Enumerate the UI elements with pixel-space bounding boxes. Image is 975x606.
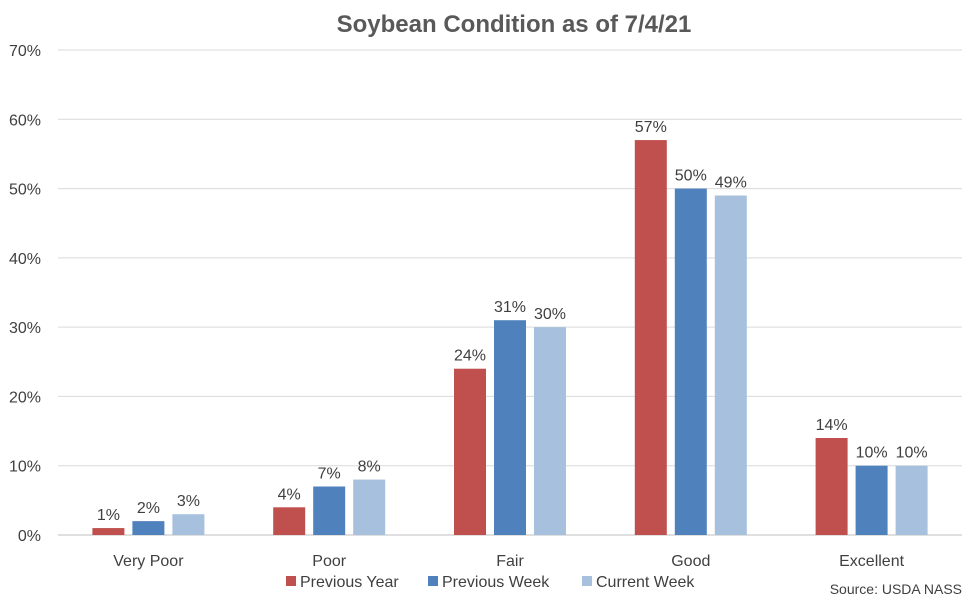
bar [895, 465, 928, 535]
bar [815, 438, 848, 535]
data-label: 49% [715, 175, 747, 192]
bar [494, 320, 526, 535]
bar [273, 507, 306, 535]
data-label: 10% [896, 445, 928, 462]
source-note: Source: USDA NASS [830, 581, 962, 597]
bar [353, 479, 386, 535]
x-tick-label: Fair [496, 553, 524, 570]
legend-label: Previous Year [300, 574, 399, 591]
legend-label: Current Week [596, 574, 695, 591]
label-layer: 0% 10% 20% 30% 40% 50% 60% 70% 1% 2% 3% Very Poor 4%… [9, 43, 928, 570]
y-tick-label: 60% [9, 112, 41, 129]
bar [132, 521, 165, 535]
data-label: 24% [454, 348, 486, 365]
data-label: 4% [278, 486, 301, 503]
bar [674, 188, 707, 536]
x-tick-label: Poor [312, 553, 346, 570]
y-tick-label: 10% [9, 459, 41, 476]
bar [313, 486, 346, 535]
bar [855, 465, 888, 535]
data-label: 10% [856, 445, 888, 462]
bar [172, 514, 205, 535]
data-label: 14% [816, 417, 848, 434]
data-label: 7% [318, 466, 341, 483]
legend-swatch [286, 576, 296, 586]
y-tick-label: 70% [9, 43, 41, 60]
bar [534, 327, 566, 535]
data-label: 1% [97, 507, 120, 524]
legend: Previous Year Previous Week Current Week [286, 574, 695, 591]
data-label: 31% [494, 299, 526, 316]
y-tick-label: 30% [9, 320, 41, 337]
bar [92, 528, 125, 535]
legend-swatch [428, 576, 438, 586]
x-tick-label: Good [671, 553, 710, 570]
data-label: 30% [534, 306, 566, 323]
legend-label: Previous Week [442, 574, 550, 591]
y-tick-label: 20% [9, 389, 41, 406]
legend-swatch [582, 576, 592, 586]
x-tick-label: Very Poor [113, 553, 184, 570]
bar [454, 368, 486, 535]
data-label: 57% [635, 119, 667, 136]
chart-title: Soybean Condition as of 7/4/21 [337, 11, 692, 38]
data-label: 50% [675, 168, 707, 185]
bar [634, 140, 667, 536]
data-label: 3% [177, 493, 200, 510]
y-tick-label: 40% [9, 251, 41, 268]
x-tick-label: Excellent [839, 553, 904, 570]
y-tick-label: 0% [18, 528, 41, 545]
bar [714, 195, 747, 535]
bar-layer [92, 140, 928, 536]
data-label: 2% [137, 500, 160, 517]
y-tick-label: 50% [9, 182, 41, 199]
data-label: 8% [358, 459, 381, 476]
